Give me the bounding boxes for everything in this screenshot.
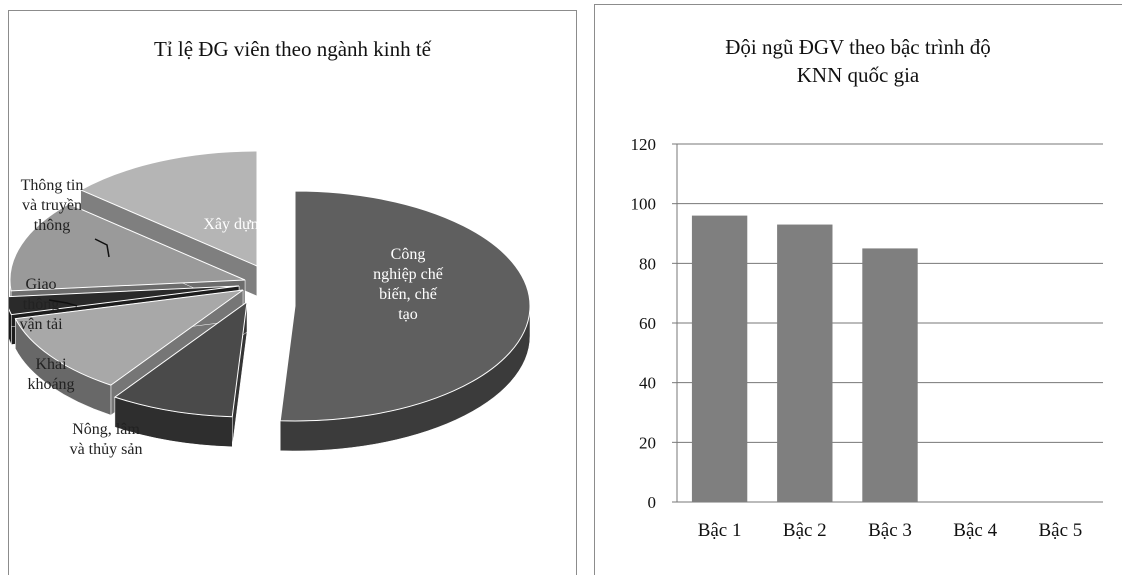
x-tick-label: Bậc 4 [953, 520, 997, 541]
pie-slice-6 [79, 150, 258, 267]
bar-y-axis: 0 20 40 60 80 100 120 [631, 135, 678, 512]
leader-line-giao-thong [48, 299, 78, 307]
bar-1 [691, 215, 748, 502]
y-tick-label: 100 [631, 195, 657, 214]
pie-label-3: Khai khoáng [27, 356, 74, 393]
leader-line-thong-tin [94, 238, 110, 258]
bar-chart-title: Đội ngũ ĐGV theo bậc trình độ KNN quốc g… [595, 33, 1121, 89]
bar-chart: 0 20 40 60 80 100 120 Bậc 1 Bậc 2 Bậc 3 Bậc 4 Bậc 5 [631, 135, 1103, 541]
pie-chart-title: Tỉ lệ ĐG viên theo ngành kinh tế [153, 37, 432, 61]
pie-slice-1 [279, 190, 531, 422]
pie-label-2: Nông, lâm và thủy sản [70, 421, 143, 458]
x-tick-label: Bậc 5 [1039, 520, 1083, 541]
bar-3 [862, 248, 918, 502]
bar-chart-title-line-2: KNN quốc gia [796, 63, 920, 87]
bar-series [691, 215, 918, 503]
pie-slice-5 [9, 203, 246, 292]
y-tick-label: 40 [639, 374, 656, 393]
bar-chart-title-line-1: Đội ngũ ĐGV theo bậc trình độ [725, 35, 991, 59]
bar-x-axis: Bậc 1 Bậc 2 Bậc 3 Bậc 4 Bậc 5 [698, 520, 1083, 541]
pie-label-4: Giao thông vận tải [19, 276, 63, 333]
y-tick-label: 60 [639, 314, 656, 333]
y-tick-label: 20 [639, 433, 656, 452]
x-tick-label: Bậc 3 [868, 520, 912, 541]
x-tick-label: Bậc 2 [783, 520, 827, 541]
pie-chart-panel: Tỉ lệ ĐG viên theo ngành kinh tế Công ngh… [8, 10, 577, 575]
pie-slice-rim [9, 308, 12, 345]
x-tick-label: Bậc 1 [698, 520, 742, 541]
y-tick-label: 0 [648, 493, 657, 512]
pie-slice-2 [113, 300, 248, 418]
pie-tops [9, 150, 531, 422]
bar-2 [777, 224, 833, 503]
pie-labels: Công nghiệp chế biến, chế tạo Nông, lâm và th… [19, 177, 443, 458]
pie-label-6: Xây dựng [203, 216, 266, 233]
pie-label-5: Thông tin và truyền thông [21, 177, 84, 234]
pie-slice-3 [14, 289, 244, 386]
y-tick-label: 120 [631, 135, 657, 154]
pie-label-1: Công nghiệp chế biến, chế tạo [373, 246, 444, 323]
y-tick-label: 80 [639, 254, 656, 273]
pie-chart: Công nghiệp chế biến, chế tạo Nông, lâm và th… [9, 150, 531, 458]
pie-slice-4 [9, 285, 240, 316]
bar-chart-panel: Đội ngũ ĐGV theo bậc trình độ KNN quốc g… [594, 4, 1122, 575]
